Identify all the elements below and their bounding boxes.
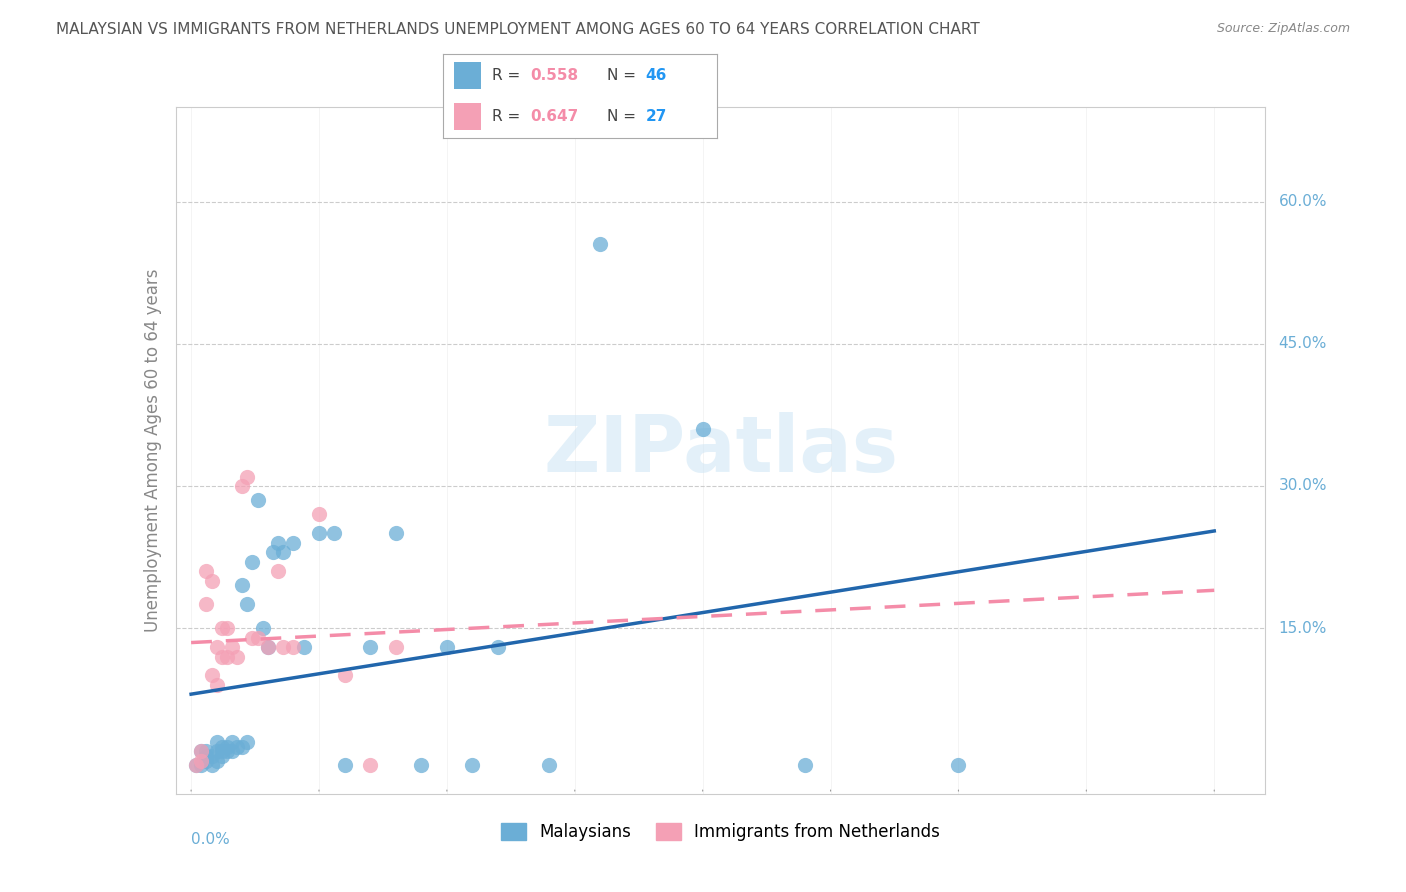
Point — [205, 735, 228, 749]
Point — [292, 640, 315, 654]
Text: R =: R = — [492, 109, 526, 124]
Point — [205, 640, 228, 654]
Text: Source: ZipAtlas.com: Source: ZipAtlas.com — [1216, 22, 1350, 36]
Text: N =: N = — [607, 68, 641, 83]
Point — [195, 744, 218, 758]
Point — [948, 758, 970, 772]
Point — [190, 744, 212, 758]
Point — [211, 649, 233, 664]
Point — [205, 678, 228, 692]
Point — [236, 469, 259, 483]
Point — [246, 493, 269, 508]
Point — [589, 237, 612, 252]
Point — [283, 640, 305, 654]
Bar — [454, 103, 481, 130]
Point — [538, 758, 561, 772]
Point — [359, 640, 381, 654]
Point — [256, 640, 278, 654]
Point — [246, 631, 269, 645]
Text: N =: N = — [607, 109, 641, 124]
Point — [190, 744, 212, 758]
Point — [221, 640, 243, 654]
Point — [262, 545, 284, 559]
Point — [384, 640, 406, 654]
Point — [436, 640, 458, 654]
Point — [215, 649, 238, 664]
Point — [308, 526, 330, 541]
Point — [221, 744, 243, 758]
Point — [195, 598, 218, 612]
Point — [190, 754, 212, 768]
Point — [226, 739, 249, 754]
Point — [236, 735, 259, 749]
Point — [195, 754, 218, 768]
Point — [271, 640, 294, 654]
Point — [231, 578, 253, 592]
Text: 0.647: 0.647 — [530, 109, 579, 124]
Point — [195, 564, 218, 578]
Point — [221, 735, 243, 749]
Point — [200, 668, 222, 682]
Point — [211, 739, 233, 754]
Point — [205, 744, 228, 758]
Point — [186, 758, 208, 772]
Point — [242, 631, 264, 645]
Point — [242, 555, 264, 569]
Text: 45.0%: 45.0% — [1278, 336, 1327, 351]
Text: 0.558: 0.558 — [530, 68, 579, 83]
Text: 15.0%: 15.0% — [1278, 621, 1327, 636]
Point — [211, 749, 233, 764]
Point — [200, 749, 222, 764]
Point — [267, 536, 290, 550]
Text: 46: 46 — [645, 68, 668, 83]
Text: 30.0%: 30.0% — [1278, 478, 1327, 493]
Point — [215, 621, 238, 635]
Point — [359, 758, 381, 772]
Point — [186, 758, 208, 772]
Point — [384, 526, 406, 541]
Text: 0.0%: 0.0% — [191, 831, 229, 847]
Point — [256, 640, 278, 654]
Point — [231, 479, 253, 493]
Y-axis label: Unemployment Among Ages 60 to 64 years: Unemployment Among Ages 60 to 64 years — [143, 268, 162, 632]
Point — [267, 564, 290, 578]
Point — [333, 668, 356, 682]
Point — [190, 758, 212, 772]
Text: 60.0%: 60.0% — [1278, 194, 1327, 210]
Point — [323, 526, 346, 541]
Point — [283, 536, 305, 550]
Legend: Malaysians, Immigrants from Netherlands: Malaysians, Immigrants from Netherlands — [494, 816, 948, 847]
Point — [692, 422, 714, 436]
Point — [195, 749, 218, 764]
Point — [200, 758, 222, 772]
Point — [333, 758, 356, 772]
Point — [205, 754, 228, 768]
Text: MALAYSIAN VS IMMIGRANTS FROM NETHERLANDS UNEMPLOYMENT AMONG AGES 60 TO 64 YEARS : MALAYSIAN VS IMMIGRANTS FROM NETHERLANDS… — [56, 22, 980, 37]
Point — [200, 574, 222, 588]
Point — [211, 621, 233, 635]
Point — [411, 758, 433, 772]
Point — [794, 758, 817, 772]
Point — [215, 739, 238, 754]
Point — [308, 508, 330, 522]
Point — [252, 621, 274, 635]
Point — [231, 739, 253, 754]
Point — [271, 545, 294, 559]
Text: ZIPatlas: ZIPatlas — [543, 412, 898, 489]
Point — [486, 640, 509, 654]
Bar — [454, 62, 481, 89]
Point — [461, 758, 484, 772]
Point — [226, 649, 249, 664]
Point — [236, 598, 259, 612]
Text: 27: 27 — [645, 109, 668, 124]
Point — [211, 744, 233, 758]
Point — [215, 744, 238, 758]
Text: R =: R = — [492, 68, 526, 83]
